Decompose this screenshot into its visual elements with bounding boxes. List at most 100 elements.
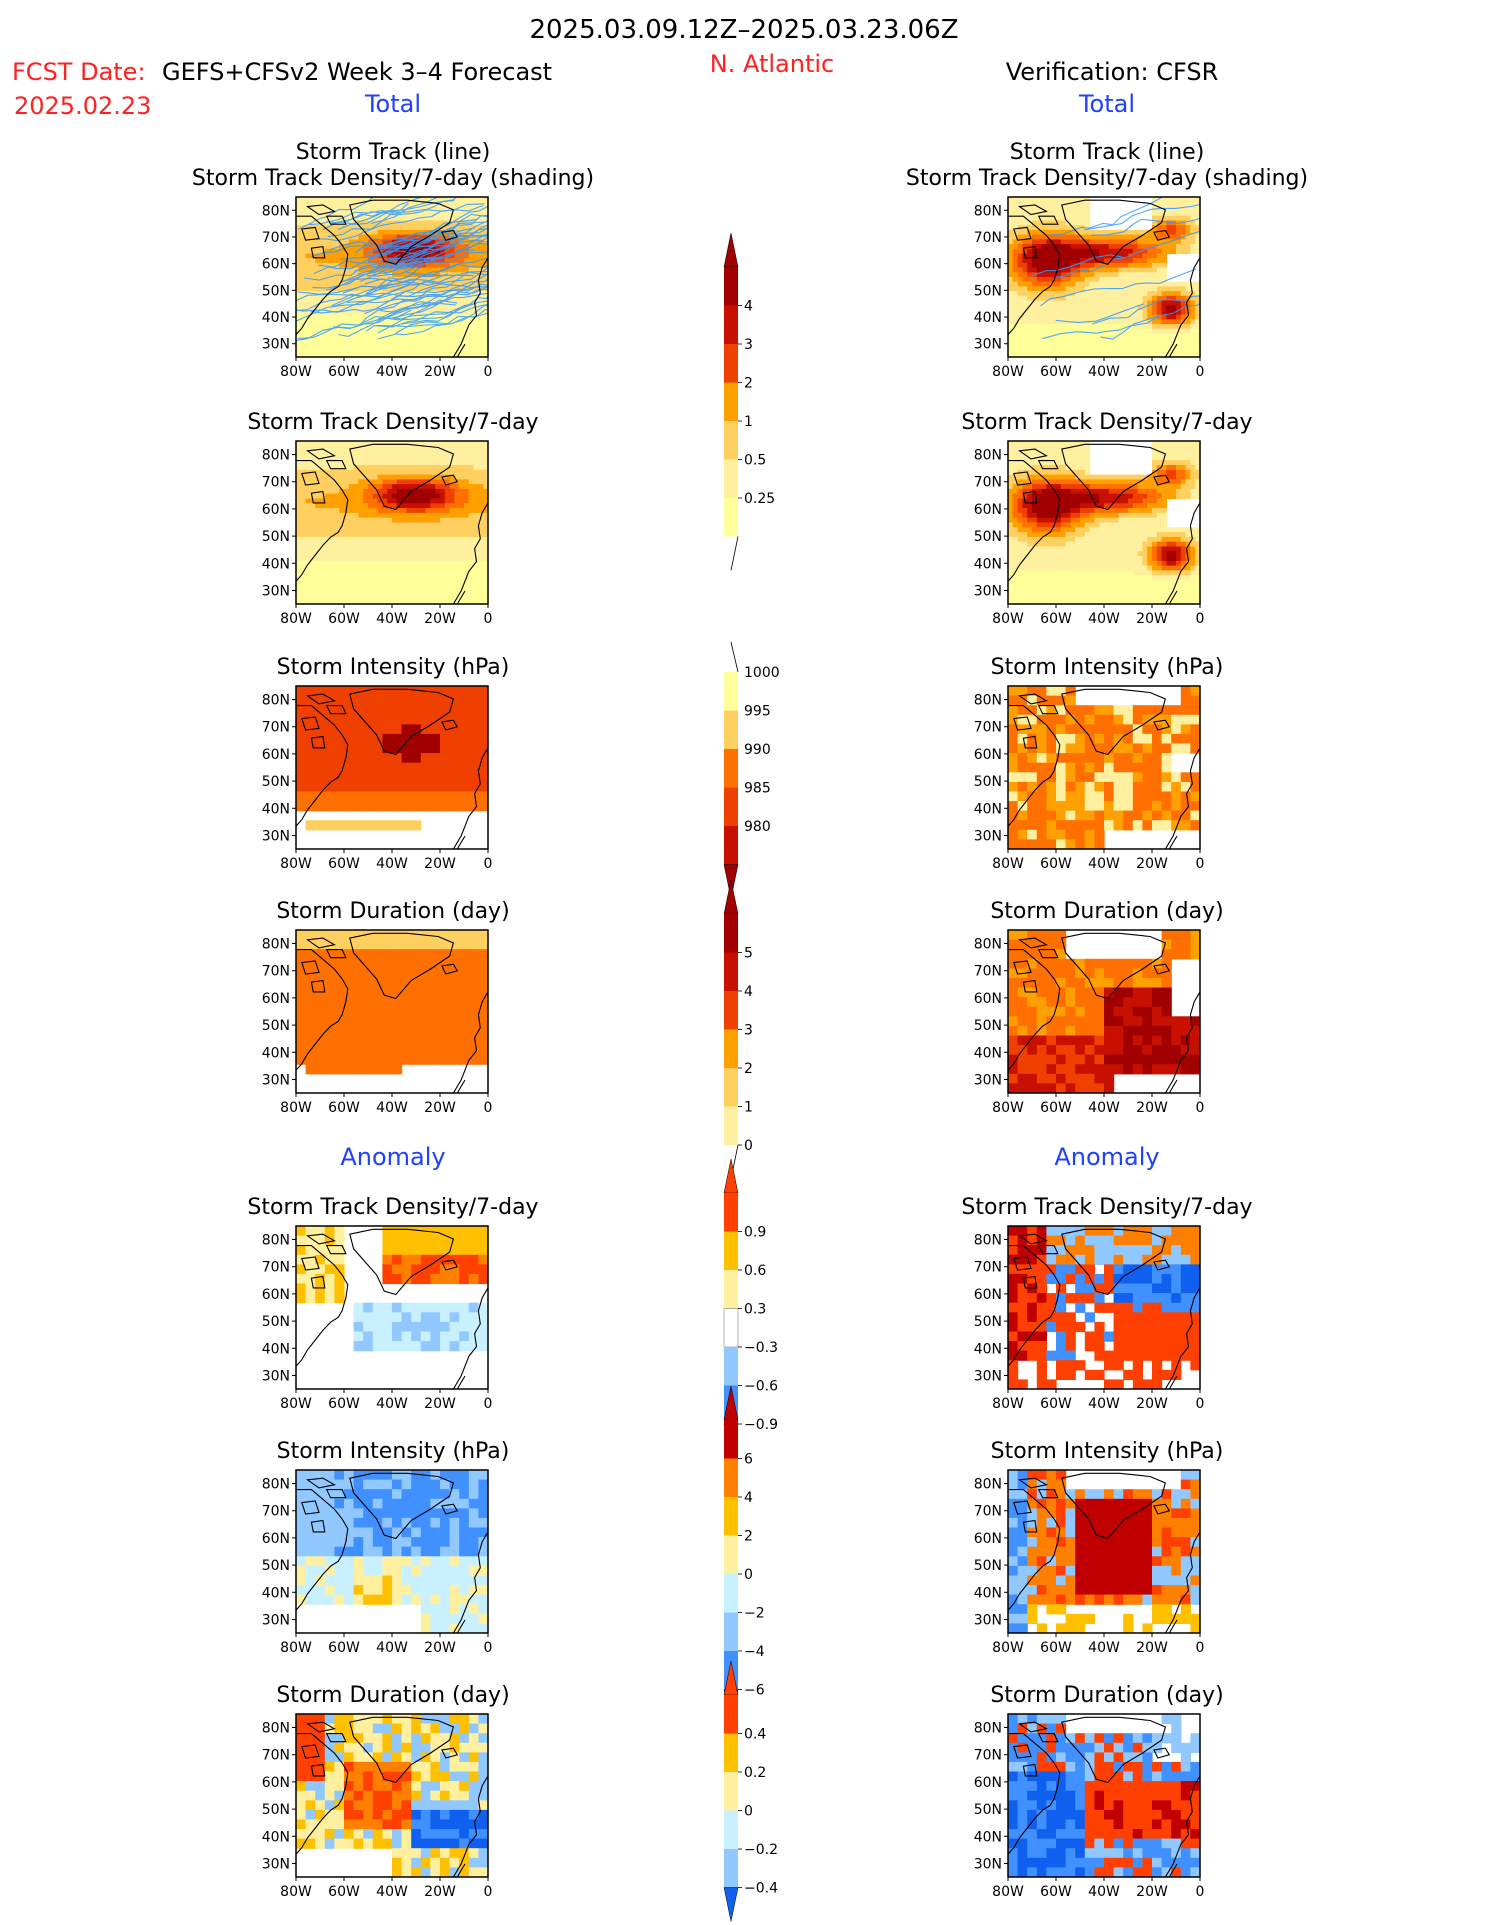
colorbar-label: 0 <box>744 1567 753 1583</box>
lon-tick-label: 40W <box>376 364 408 380</box>
lon-tick-label: 80W <box>280 364 312 380</box>
lat-tick-label: 80N <box>262 203 290 219</box>
colorbar-label: −0.3 <box>744 1340 778 1356</box>
colorbar-duration_total: 5 4 3 2 1 0 <box>723 879 753 1180</box>
lat-tick-label: 30N <box>974 583 1002 599</box>
lat-tick-label: 40N <box>262 1585 290 1601</box>
fcst-model-label: GEFS+CFSv2 Week 3–4 Forecast <box>162 58 552 86</box>
lat-tick-label: 60N <box>262 502 290 518</box>
lat-tick-label: 80N <box>974 448 1002 464</box>
panel-title: Storm Track Density/7-day <box>961 410 1252 435</box>
lon-tick-label: 0 <box>1196 1396 1205 1412</box>
lon-tick-label: 80W <box>992 856 1024 872</box>
lat-tick-label: 70N <box>262 1260 290 1276</box>
lat-tick-label: 70N <box>974 720 1002 736</box>
lon-tick-label: 0 <box>1196 611 1205 627</box>
lat-tick-label: 80N <box>974 1721 1002 1737</box>
lat-tick-label: 50N <box>974 1314 1002 1330</box>
colorbar-label: 5 <box>744 946 753 962</box>
lon-tick-label: 20W <box>424 1640 456 1656</box>
lat-tick-label: 50N <box>262 774 290 790</box>
colorbar-label: −6 <box>744 1683 765 1699</box>
colorbar-label: 0.4 <box>744 1727 766 1743</box>
right-map-panel: Storm Intensity (hPa) 80N 70N 60N 50N 40N 30N 8… <box>974 1439 1224 1656</box>
lat-tick-label: 30N <box>974 337 1002 353</box>
period-title: 2025.03.09.12Z–2025.03.23.06Z <box>529 15 958 45</box>
lat-tick-label: 70N <box>262 1748 290 1764</box>
lon-tick-label: 80W <box>280 1640 312 1656</box>
lon-tick-label: 20W <box>1136 1640 1168 1656</box>
lat-tick-label: 70N <box>974 475 1002 491</box>
colorbar-label: 2 <box>744 1061 753 1077</box>
lon-tick-label: 0 <box>1196 1100 1205 1116</box>
left-map-panel: Storm Track (line)Storm Track Density/7-… <box>192 140 594 380</box>
panel-title: Storm Track Density/7-day <box>247 1195 538 1220</box>
colorbar-label: 0.5 <box>744 453 766 469</box>
lat-tick-label: 40N <box>974 1341 1002 1357</box>
lat-tick-label: 80N <box>262 937 290 953</box>
lat-tick-label: 50N <box>974 1802 1002 1818</box>
lat-tick-label: 80N <box>262 1477 290 1493</box>
lon-tick-label: 80W <box>280 1100 312 1116</box>
lon-tick-label: 80W <box>992 611 1024 627</box>
colorbar-label: −0.9 <box>744 1417 778 1433</box>
lon-tick-label: 80W <box>992 1396 1024 1412</box>
lat-tick-label: 80N <box>974 203 1002 219</box>
lon-tick-label: 0 <box>484 611 493 627</box>
lon-tick-label: 0 <box>1196 1884 1205 1900</box>
lon-tick-label: 80W <box>992 1884 1024 1900</box>
colorbar-label: 0 <box>744 1138 753 1154</box>
lon-tick-label: 60W <box>328 364 360 380</box>
colorbar-label: 980 <box>744 819 771 835</box>
lon-tick-label: 20W <box>1136 1100 1168 1116</box>
lon-tick-label: 60W <box>1040 364 1072 380</box>
colorbar-label: −0.2 <box>744 1842 778 1858</box>
lon-tick-label: 20W <box>1136 611 1168 627</box>
panel-title: Storm Intensity (hPa) <box>277 655 510 680</box>
panel-title: Storm Track Density/7-day (shading) <box>192 166 594 191</box>
lon-tick-label: 40W <box>1088 1884 1120 1900</box>
lon-tick-label: 60W <box>328 1396 360 1412</box>
right-map-panel: Storm Track (line)Storm Track Density/7-… <box>906 140 1308 380</box>
lon-tick-label: 40W <box>1088 1100 1120 1116</box>
lon-tick-label: 40W <box>1088 1640 1120 1656</box>
lat-tick-label: 60N <box>262 257 290 273</box>
colorbar-label: 4 <box>744 984 753 1000</box>
lon-tick-label: 0 <box>484 856 493 872</box>
lon-tick-label: 0 <box>1196 856 1205 872</box>
lon-tick-label: 40W <box>1088 856 1120 872</box>
colorbar-label: 1 <box>744 414 753 430</box>
lat-tick-label: 40N <box>262 1045 290 1061</box>
fcst-date-label: FCST Date: <box>12 58 146 86</box>
lat-tick-label: 30N <box>974 1856 1002 1872</box>
lat-tick-label: 30N <box>262 1856 290 1872</box>
colorbar-label: 1000 <box>744 665 780 681</box>
lat-tick-label: 80N <box>974 693 1002 709</box>
lat-tick-label: 70N <box>974 1504 1002 1520</box>
lat-tick-label: 50N <box>974 1018 1002 1034</box>
colorbar-label: −4 <box>744 1644 765 1660</box>
lon-tick-label: 80W <box>992 364 1024 380</box>
colorbar-label: 6 <box>744 1452 753 1468</box>
lon-tick-label: 60W <box>1040 1884 1072 1900</box>
left-map-panel: Storm Track Density/7-day 80N 70N 60N 50N 40N… <box>247 1195 538 1412</box>
lon-tick-label: 0 <box>484 1884 493 1900</box>
lon-tick-label: 0 <box>484 1396 493 1412</box>
lon-tick-label: 20W <box>1136 856 1168 872</box>
lat-tick-label: 60N <box>262 747 290 763</box>
lon-tick-label: 60W <box>1040 611 1072 627</box>
lat-tick-label: 50N <box>262 1018 290 1034</box>
colorbar-label: 990 <box>744 742 771 758</box>
colorbar-label: 985 <box>744 781 771 797</box>
panel-title: Storm Duration (day) <box>276 1683 509 1708</box>
right-map-panel: Storm Duration (day) 80N 70N 60N 50N 40N 30N 80… <box>974 1683 1224 1900</box>
lat-tick-label: 40N <box>262 556 290 572</box>
left-anomaly-section: Anomaly <box>340 1143 445 1171</box>
lon-tick-label: 20W <box>1136 364 1168 380</box>
lat-tick-label: 80N <box>262 448 290 464</box>
lat-tick-label: 50N <box>262 283 290 299</box>
colorbar-label: 0.2 <box>744 1765 766 1781</box>
lat-tick-label: 30N <box>262 1368 290 1384</box>
lat-tick-label: 80N <box>974 1477 1002 1493</box>
